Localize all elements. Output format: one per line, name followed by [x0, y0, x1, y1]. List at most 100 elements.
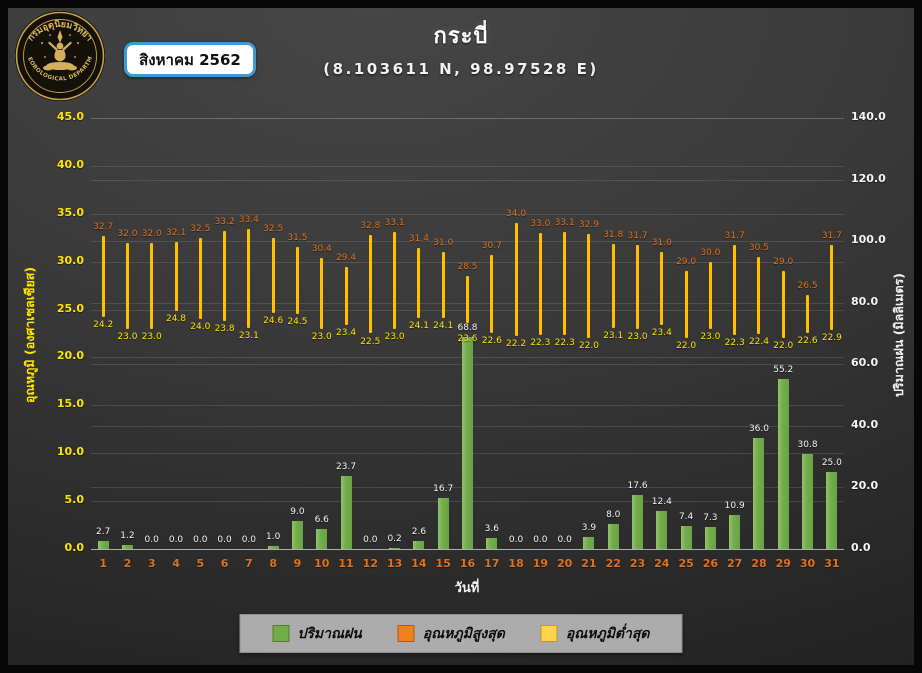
gridline-rain	[91, 179, 844, 181]
x-axis-tick: 18	[508, 557, 524, 570]
max-temp-label: 30.4	[311, 243, 332, 254]
station-coordinates: (8.103611 N, 98.97528 E)	[323, 60, 599, 78]
rain-bar	[462, 337, 473, 549]
min-temp-label: 23.0	[700, 331, 721, 342]
min-temp-label: 24.2	[93, 320, 114, 331]
y-axis-tick-left: 35.0	[56, 205, 84, 219]
max-temp-label: 34.0	[506, 209, 527, 220]
max-temp-label: 30.5	[748, 242, 769, 253]
min-temp-label: 22.0	[773, 341, 794, 352]
rain-bar	[291, 521, 303, 549]
rain-bar	[729, 515, 741, 549]
min-temp-label: 24.6	[263, 316, 284, 327]
rain-value-label: 0.0	[533, 535, 548, 545]
max-temp-label: 33.1	[554, 217, 575, 228]
temp-range-line	[636, 245, 640, 329]
temp-range-line	[223, 231, 227, 322]
min-temp-label: 23.0	[311, 331, 332, 342]
x-axis-tick: 29	[775, 557, 791, 570]
rain-bar	[826, 472, 838, 549]
y-axis-tick-left: 20.0	[56, 349, 84, 363]
rain-value-label: 10.9	[724, 501, 745, 512]
max-temp-label: 31.5	[287, 233, 308, 244]
rain-value-label: 12.4	[651, 496, 672, 507]
rain-bar	[680, 526, 692, 549]
rain-value-label: 0.0	[168, 535, 184, 545]
temp-range-line	[538, 232, 542, 336]
min-temp-label: 22.3	[530, 338, 551, 349]
month-badge-label: สิงหาคม 2562	[139, 50, 241, 69]
y-axis-tick-left: 5.0	[64, 493, 85, 507]
x-axis-tick: 24	[654, 557, 670, 570]
x-axis-tick: 21	[581, 557, 597, 570]
rain-bar	[632, 494, 644, 549]
rain-bar	[437, 497, 449, 549]
logo-deity-figure	[41, 30, 79, 71]
max-temp-label: 33.1	[384, 217, 405, 228]
month-badge: สิงหาคม 2562	[124, 42, 256, 77]
gridline-temp	[91, 165, 844, 167]
y-axis-tick-right: 60.0	[851, 356, 879, 370]
x-axis-tick: 26	[702, 557, 719, 570]
x-axis-tick: 22	[605, 557, 621, 570]
y-axis-tick-left: 30.0	[56, 253, 84, 267]
temp-range-line	[514, 223, 518, 337]
temp-range-line	[174, 241, 178, 312]
temp-range-line	[466, 276, 469, 323]
rain-value-label: 23.7	[336, 462, 357, 473]
rain-value-label: 2.7	[95, 526, 111, 537]
rain-value-label: 8.0	[606, 510, 621, 521]
legend-item-rainfall: ปริมาณฝน	[272, 623, 362, 645]
rain-bar	[777, 379, 789, 549]
min-temp-label: 23.4	[336, 327, 357, 338]
y-axis-tick-left: 10.0	[56, 445, 84, 459]
max-temp-label: 32.5	[263, 223, 284, 234]
legend-label-min-temp: อุณหภูมิต่ำสุด	[565, 625, 650, 642]
max-temp-label: 31.0	[433, 238, 454, 249]
temp-range-line	[368, 234, 372, 334]
min-temp-label: 23.0	[141, 331, 162, 342]
rain-value-label: 3.6	[484, 523, 499, 534]
rain-bar	[97, 540, 109, 549]
min-temp-label: 24.5	[287, 317, 308, 328]
y-axis-tick-left: 45.0	[56, 110, 84, 123]
max-temp-label: 32.0	[117, 228, 138, 239]
min-temp-label: 23.8	[214, 324, 235, 335]
rain-value-label: 1.0	[266, 531, 281, 542]
page-title: กระบี่	[433, 24, 489, 49]
temp-range-line	[563, 231, 567, 336]
x-axis-tick: 12	[362, 557, 378, 570]
x-axis-tick: 11	[338, 557, 354, 570]
min-temp-label: 22.0	[578, 341, 599, 352]
rain-value-label: 68.8	[457, 323, 478, 334]
rain-value-label: 0.0	[193, 535, 208, 545]
max-temp-label: 33.0	[530, 218, 551, 229]
rain-bar	[704, 526, 716, 549]
gridline-temp	[91, 118, 844, 119]
temp-range-line	[150, 242, 154, 329]
y-axis-tick-right: 140.0	[851, 110, 886, 123]
rain-value-label: 0.0	[508, 535, 524, 545]
temp-range-line	[806, 295, 810, 333]
x-axis-title: วันที่	[454, 581, 480, 596]
rain-value-label: 0.2	[387, 534, 402, 545]
temp-range-line	[417, 248, 421, 319]
legend-marker-rainfall	[272, 625, 290, 642]
y-axis-tick-right: 20.0	[851, 479, 879, 493]
x-axis-tick: 3	[147, 557, 156, 570]
rain-bar	[802, 454, 814, 549]
rain-value-label: 55.2	[773, 365, 794, 376]
min-temp-label: 23.6	[457, 334, 478, 345]
max-temp-label: 32.5	[190, 223, 211, 234]
gridline-rain	[91, 118, 844, 119]
rain-bar	[389, 548, 401, 549]
rain-value-label: 0.0	[557, 535, 572, 545]
rain-value-label: 6.6	[314, 514, 329, 525]
min-temp-label: 24.1	[433, 321, 454, 332]
y-axis-tick-right: 0.0	[851, 541, 871, 554]
meteorological-department-logo: กรมอุตุนิยมวิทยา METEOROLOGICAL DEPARTME…	[14, 10, 105, 101]
rain-bar	[121, 545, 133, 549]
x-axis-tick: 31	[824, 557, 840, 570]
temp-range-line	[781, 271, 785, 339]
